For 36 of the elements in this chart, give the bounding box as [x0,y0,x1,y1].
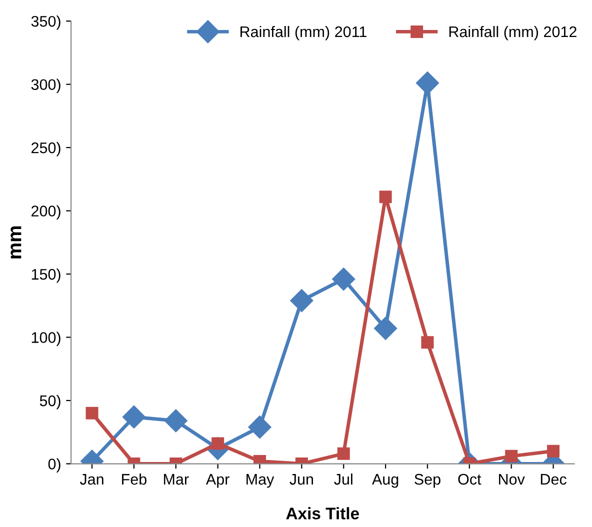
y-tick-label: 150) [32,268,60,283]
x-tick-label: Jan [80,474,104,485]
x-tick-label: Nov [499,474,525,485]
legend-label: Rainfall (mm) 2011 [240,26,366,40]
point [332,268,356,291]
x-tick-label: Mar [164,474,189,485]
point [374,316,398,340]
y-tick-label: 100) [32,332,60,346]
y-tick-label: 350) [31,16,60,30]
x-tick-label: Aug [372,474,398,488]
point [547,444,560,458]
legend-label: Rainfall (mm) 2012 [449,26,576,40]
point [86,406,98,420]
point [164,409,188,432]
y-tick-label: 300) [31,78,60,94]
x-tick-label: Jun [290,474,313,485]
point [379,190,392,204]
x-tick-label: Dec [540,474,566,485]
y-tick-label: 0) [48,458,60,472]
y-tick-label: 200) [32,205,60,220]
point [421,336,434,349]
y-axis-title: mm [10,226,22,258]
point [337,447,350,460]
point [122,405,146,428]
x-tick-label: May [246,474,274,488]
x-tick-label: Oct [458,474,482,485]
x-tick-label: Apr [206,474,230,488]
x-tick-label: Sep [414,474,440,488]
x-axis-title: Axis Title [286,507,359,520]
x-tick-label: Feb [122,473,146,485]
point [505,450,518,462]
point [290,289,314,312]
x-tick-label: Jul [334,473,352,485]
y-tick-label: 250) [32,142,60,156]
point [248,416,272,439]
y-tick-label: 50) [40,394,60,410]
